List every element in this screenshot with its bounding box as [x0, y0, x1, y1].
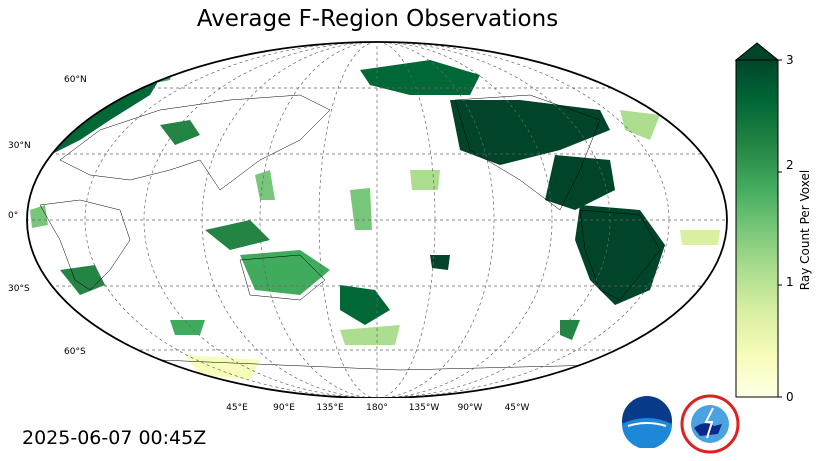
colorbar-tick-1: 1: [786, 275, 794, 289]
colorbar-gradient: [735, 59, 779, 398]
lat-label-30s: 30°S: [8, 284, 30, 294]
colorbar-extend-arrow: [734, 42, 780, 61]
ray-count-field: [30, 60, 720, 380]
lon-label-45w: 45°W: [504, 403, 530, 413]
nws-logo: [680, 394, 740, 454]
coastlines: [39, 94, 661, 371]
lon-label-90e: 90°E: [273, 403, 295, 413]
lat-label-60n: 60°N: [64, 75, 87, 85]
lat-label-60s: 60°S: [64, 347, 86, 357]
map-title: Average F-Region Observations: [196, 6, 559, 32]
lon-label-90w: 90°W: [457, 403, 483, 413]
map-border: [26, 41, 728, 399]
lon-label-135e: 135°E: [316, 403, 344, 413]
lat-label-30n: 30°N: [8, 141, 31, 151]
lon-label-45e: 45°E: [226, 403, 248, 413]
colorbar-tick-0: 0: [786, 390, 794, 404]
colorbar-tick-3: 3: [786, 53, 794, 67]
lon-label-180: 180°: [366, 403, 388, 413]
lat-label-0: 0°: [8, 211, 19, 221]
colorbar-label: Ray Count Per Voxel: [798, 169, 812, 291]
noaa-logo: [622, 396, 672, 448]
lon-label-135w: 135°W: [408, 403, 440, 413]
timestamp: 2025-06-07 00:45Z: [22, 427, 207, 449]
colorbar-tick-2: 2: [786, 158, 794, 172]
